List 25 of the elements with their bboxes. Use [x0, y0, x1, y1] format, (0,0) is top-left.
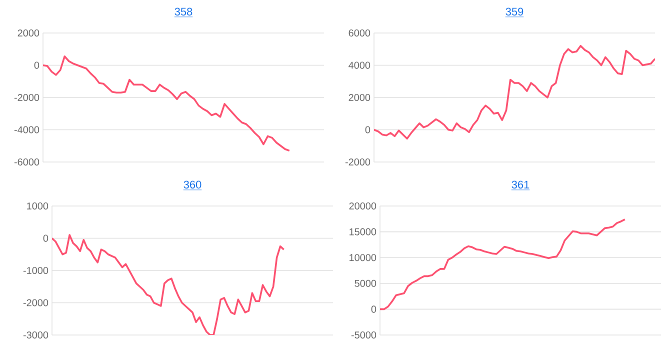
y-tick-label: 0: [365, 126, 370, 134]
chart-title: 359: [506, 8, 524, 16]
y-tick-label: -2000: [23, 299, 48, 306]
y-tick-label: -2000: [345, 158, 370, 166]
y-tick-label: 4000: [348, 62, 370, 69]
y-tick-label: 0: [43, 234, 48, 242]
y-tick-label: -1000: [23, 266, 48, 274]
y-tick-label: -3000: [23, 331, 48, 339]
y-tick-label: 15000: [350, 228, 376, 236]
y-tick-label: -5000: [351, 331, 376, 339]
y-tick-label: 20000: [349, 202, 376, 210]
y-tick-label: 5000: [354, 280, 376, 287]
y-tick-label: -4000: [14, 126, 40, 134]
y-tick-label: 6000: [348, 29, 370, 37]
chart-title: 358: [174, 8, 192, 16]
y-tick-label: 0: [371, 306, 376, 313]
y-tick-label: 1000: [27, 202, 48, 210]
y-tick-label: 2000: [18, 29, 40, 37]
chart-title: 360: [184, 180, 202, 189]
y-tick-label: -2000: [14, 94, 40, 102]
chart-title: 361: [512, 180, 530, 189]
y-tick-label: 0: [34, 62, 40, 69]
y-tick-label: 10000: [350, 254, 376, 262]
y-tick-label: 2000: [348, 94, 370, 102]
y-tick-label: -6000: [14, 158, 40, 166]
